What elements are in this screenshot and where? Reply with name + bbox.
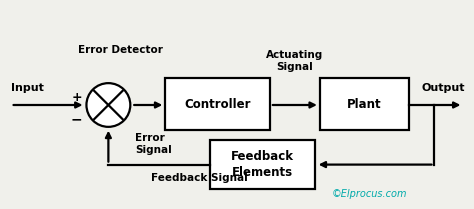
Text: Output: Output [422,83,465,93]
Text: Actuating
Signal: Actuating Signal [266,50,323,72]
Text: Error
Signal: Error Signal [135,133,172,155]
Circle shape [86,83,130,127]
Text: Feedback
Elements: Feedback Elements [231,150,294,179]
Text: ©Elprocus.com: ©Elprocus.com [332,189,407,199]
FancyBboxPatch shape [210,140,315,189]
Text: −: − [71,112,82,126]
FancyBboxPatch shape [320,78,410,130]
Text: +: + [71,90,82,103]
Text: Feedback Signal: Feedback Signal [151,173,247,182]
FancyBboxPatch shape [165,78,270,130]
Text: Input: Input [11,83,44,93]
Text: Error Detector: Error Detector [78,45,163,55]
Text: Controller: Controller [184,98,251,111]
Text: Plant: Plant [347,98,382,111]
